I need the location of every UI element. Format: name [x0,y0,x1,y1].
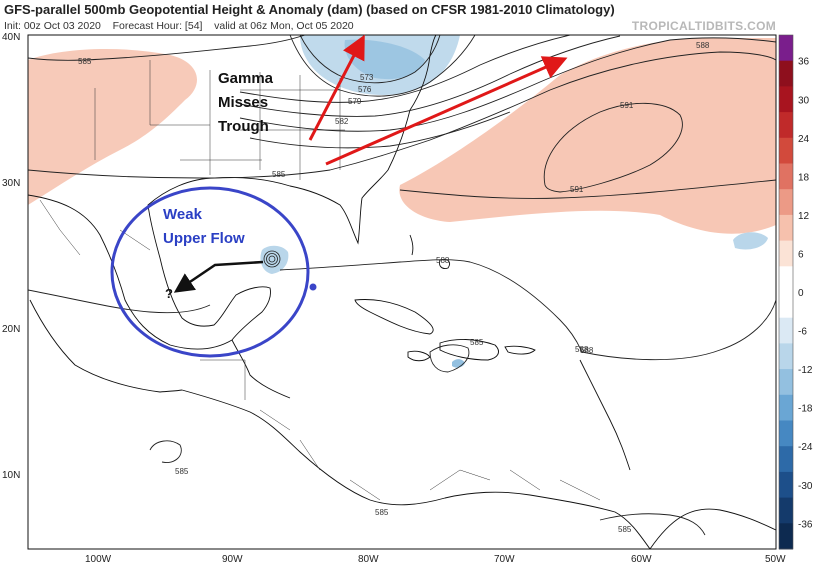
lat-label: 10N [2,470,20,481]
colorbar-label: -36 [798,519,813,530]
colorbar-swatch [779,240,793,267]
lon-label: 70W [494,554,515,565]
colorbar-swatch [779,394,793,421]
lon-labels: 100W 90W 80W 70W 60W 50W [85,554,786,565]
contour-label: 582 [335,117,349,126]
valid-time: valid at 06z Mon, Oct 05 2020 [214,20,354,32]
colorbar-swatch [779,369,793,396]
colorbar-label: 12 [798,211,810,222]
colorbar-swatch [779,497,793,524]
gamma-track-arrow [173,260,264,293]
colorbar-swatch [779,35,793,62]
map-frame [27,34,777,550]
colorbar-swatch [779,60,793,87]
lon-label: 80W [358,554,379,565]
contour-label: 588 [575,345,589,354]
trough-text-line: Trough [218,118,269,135]
colorbar-swatch [779,86,793,113]
trough-annotation: Gamma Misses Trough [218,70,274,135]
colorbar-label: 18 [798,172,810,183]
contour-label: 588 [580,346,594,355]
colorbar-label: 30 [798,95,810,106]
contour-label: 588 [436,256,450,265]
contour-label: 585 [375,508,389,517]
colorbar-swatch [779,266,793,293]
question-mark: ? [165,286,173,301]
lon-label: 60W [631,554,652,565]
contour-labels: 5855735765795825855885915915885885855885… [78,41,710,534]
trough-text-line: Gamma [218,70,274,87]
contour-label: 576 [358,85,372,94]
colorbar-swatch [779,112,793,139]
contour-label: 585 [618,525,632,534]
red-arrow-ridge [325,56,568,166]
contour-label: 591 [620,101,634,110]
colorbar-swatch [779,420,793,447]
colorbar-label: 0 [798,288,804,299]
flow-text-line: Upper Flow [163,230,245,247]
contour-label: 585 [78,57,92,66]
contour-label: 573 [360,73,374,82]
flow-text-line: Weak [163,206,203,223]
colorbar-label: 6 [798,249,804,260]
weak-flow-circle [110,186,310,358]
colorbar-frame [778,34,794,550]
colorbar-swatch [779,523,793,550]
colorbar-swatch [779,317,793,344]
gamma-circulation [263,250,281,268]
lat-label: 40N [2,32,20,43]
colorbar-label: -6 [798,327,807,338]
colorbar-swatch [779,343,793,370]
colorbar-label: -30 [798,481,813,492]
lat-label: 20N [2,324,20,335]
lat-labels: 40N 30N 20N 10N [2,32,20,481]
colorbar-swatch [779,189,793,216]
init-time: Init: 00z Oct 03 2020 [4,20,101,32]
colorbar-swatch [779,471,793,499]
circle-dot [309,283,317,291]
coastlines [28,35,776,549]
colorbar-labels: 36 30 24 18 12 6 0 -6 -12 -18 -24 -30 -36 [798,57,813,531]
contour-label: 588 [696,41,710,50]
contour-label: 585 [272,170,286,179]
colorbar-swatch [779,446,793,473]
lon-label: 50W [765,554,786,565]
positive-anomaly-atlantic [399,38,776,234]
map-title: GFS-parallel 500mb Geopotential Height &… [4,2,615,17]
forecast-hour: Forecast Hour: [54] [112,20,203,32]
map-subtitle: Init: 00z Oct 03 2020 Forecast Hour: [54… [4,20,354,32]
colorbar-label: 24 [798,134,810,145]
positive-anomaly-west [28,48,197,205]
contour-label: 591 [570,185,584,194]
colorbar-swatch [779,214,793,242]
colorbar-label: -12 [798,365,813,376]
lon-label: 100W [85,554,112,565]
political-borders [39,60,601,501]
contour-label: 585 [470,338,484,347]
lon-label: 90W [222,554,243,565]
contour-label: 579 [348,97,362,106]
contour-label: 585 [175,467,189,476]
negative-anomaly-atlantic [733,232,768,250]
red-arrow-trough [308,34,365,141]
trough-text-line: Misses [218,94,268,111]
brand-watermark: TROPICALTIDBITS.COM [631,19,776,33]
lat-label: 30N [2,178,20,189]
colorbar [778,34,794,550]
colorbar-swatch [779,137,793,164]
colorbar-label: -18 [798,404,813,415]
colorbar-label: -24 [798,442,813,453]
colorbar-swatch [779,163,793,190]
colorbar-swatch [779,292,793,319]
colorbar-label: 36 [798,57,810,68]
height-contours [28,35,776,536]
